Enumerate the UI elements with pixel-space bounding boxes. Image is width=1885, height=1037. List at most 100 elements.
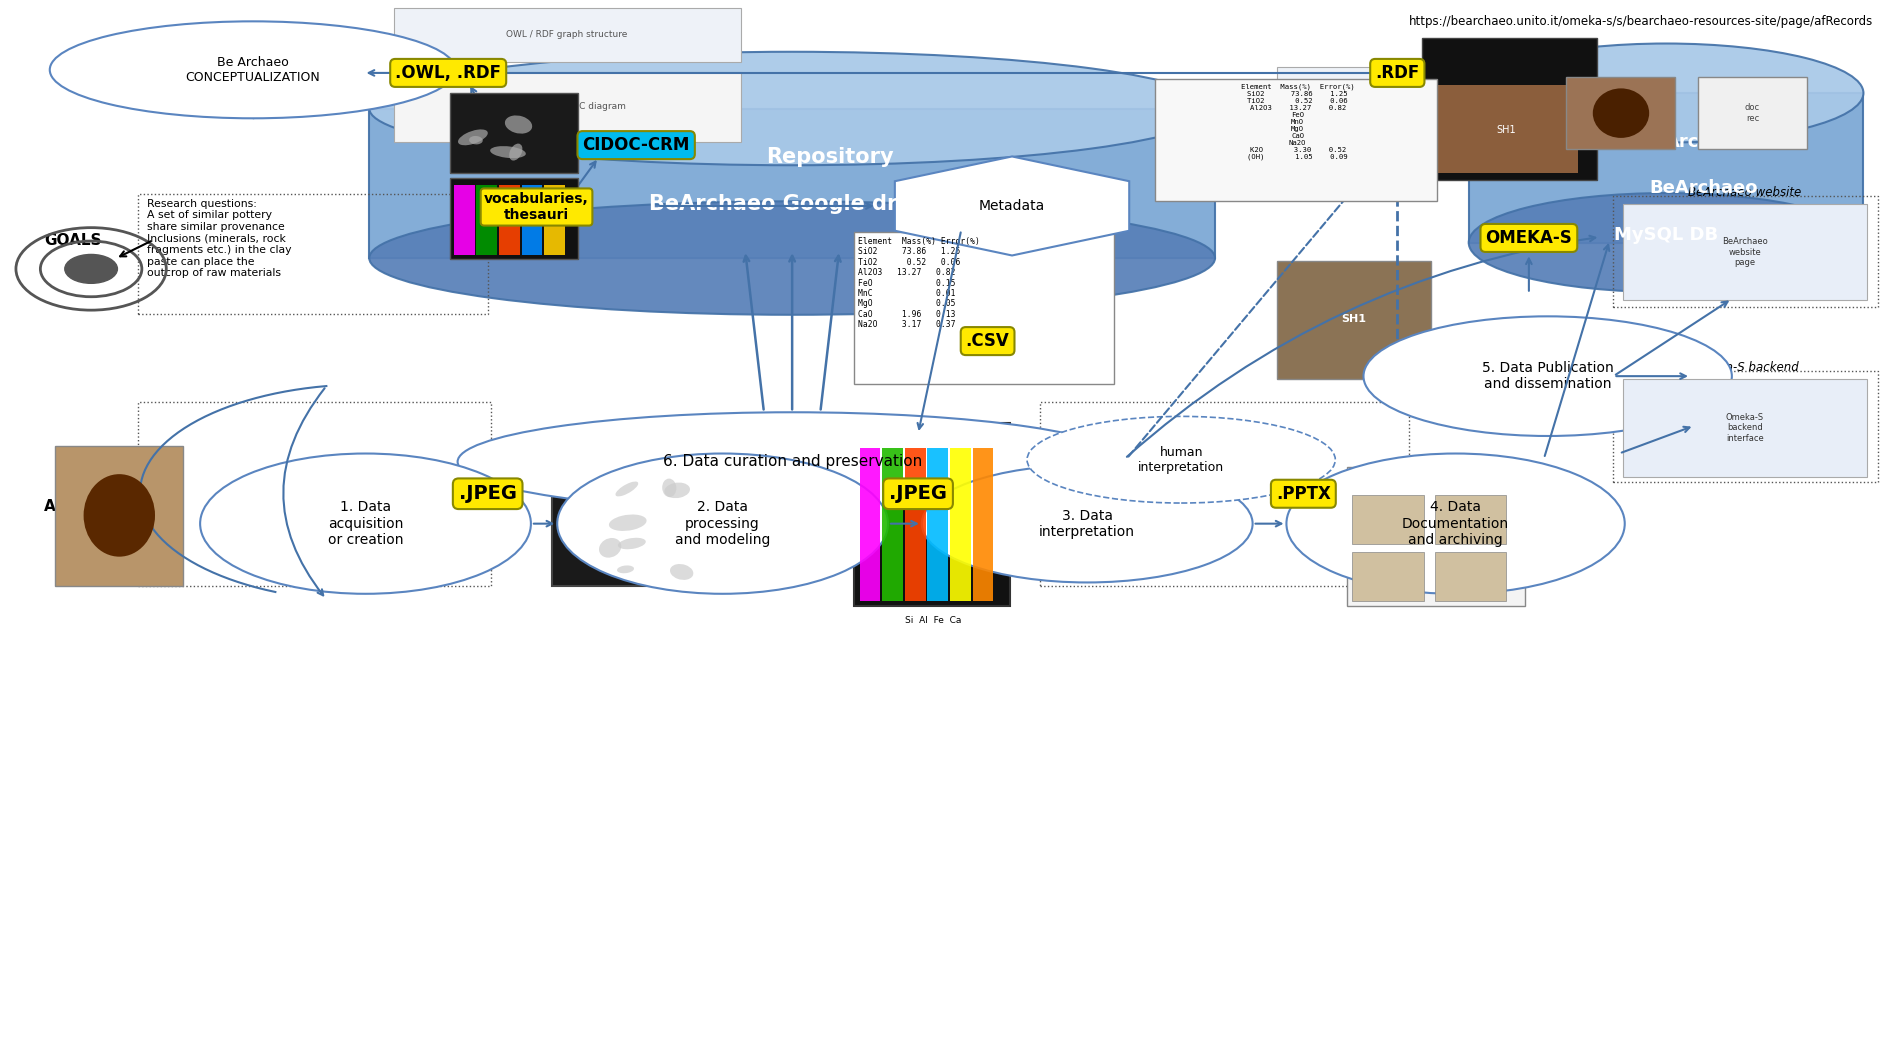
FancyBboxPatch shape: [1434, 495, 1506, 544]
Text: .PPTX: .PPTX: [1276, 484, 1331, 503]
FancyBboxPatch shape: [522, 186, 543, 255]
Text: Omeka-S backend: Omeka-S backend: [1691, 361, 1798, 374]
Ellipse shape: [616, 550, 635, 562]
Text: vocabularies,
thesauri: vocabularies, thesauri: [484, 192, 588, 222]
Ellipse shape: [49, 22, 456, 118]
FancyBboxPatch shape: [950, 448, 971, 601]
Text: .OWL, .RDF: .OWL, .RDF: [396, 64, 501, 82]
Ellipse shape: [631, 531, 669, 543]
Ellipse shape: [369, 52, 1216, 165]
FancyBboxPatch shape: [552, 446, 716, 586]
Text: SEM
(on cross section): SEM (on cross section): [345, 458, 456, 486]
FancyBboxPatch shape: [394, 8, 741, 61]
Text: GOALS: GOALS: [43, 232, 102, 248]
Ellipse shape: [501, 136, 530, 146]
Circle shape: [64, 254, 117, 283]
FancyBboxPatch shape: [905, 448, 926, 601]
Text: .CSV: .CSV: [965, 332, 1010, 351]
FancyBboxPatch shape: [882, 448, 903, 601]
Ellipse shape: [509, 151, 528, 162]
FancyBboxPatch shape: [500, 186, 520, 255]
FancyBboxPatch shape: [1468, 93, 1864, 243]
Text: .RDF: .RDF: [1376, 64, 1419, 82]
FancyBboxPatch shape: [854, 422, 1010, 607]
Text: Element  Mass(%) Error(%)
SiO2     73.86   1.25
TiO2      0.52   0.06
Al2O3   13: Element Mass(%) Error(%) SiO2 73.86 1.25…: [858, 236, 980, 329]
Text: 4. Data
Documentation
and archiving: 4. Data Documentation and archiving: [1402, 501, 1510, 546]
Text: BeArchaeo: BeArchaeo: [1649, 179, 1759, 197]
Ellipse shape: [641, 494, 680, 501]
FancyBboxPatch shape: [1276, 260, 1431, 380]
Text: 2. Data
processing
and modeling: 2. Data processing and modeling: [675, 501, 771, 546]
Text: AF SH 1: AF SH 1: [43, 499, 111, 513]
Ellipse shape: [473, 116, 509, 124]
FancyBboxPatch shape: [477, 186, 498, 255]
Text: BeArchaeo Google drive folder: BeArchaeo Google drive folder: [648, 194, 1010, 214]
Text: Element  Mass(%)  Error(%)
SiO2      73.86    1.25
TiO2       0.52    0.06
Al2O3: Element Mass(%) Error(%) SiO2 73.86 1.25…: [1240, 83, 1355, 161]
Text: 3. Data
interpretation: 3. Data interpretation: [1039, 508, 1135, 539]
Ellipse shape: [671, 467, 694, 481]
FancyBboxPatch shape: [1346, 467, 1525, 607]
Ellipse shape: [83, 474, 155, 557]
Ellipse shape: [1286, 453, 1625, 594]
FancyBboxPatch shape: [369, 109, 1216, 258]
Text: Repository: Repository: [765, 147, 893, 168]
Ellipse shape: [1027, 417, 1335, 503]
FancyBboxPatch shape: [451, 178, 579, 258]
Ellipse shape: [530, 151, 552, 166]
FancyBboxPatch shape: [1698, 77, 1808, 149]
Text: 5. Data Publication
and dissemination: 5. Data Publication and dissemination: [1482, 361, 1614, 391]
Ellipse shape: [613, 565, 641, 578]
Text: human
interpretation: human interpretation: [1139, 446, 1223, 474]
Ellipse shape: [1468, 193, 1864, 292]
Text: CIDOC-CRM: CIDOC-CRM: [582, 136, 690, 155]
Text: https://bearchaeo.unito.it/omeka-s/s/bearchaeo-resources-site/page/afRecords: https://bearchaeo.unito.it/omeka-s/s/bea…: [1408, 16, 1874, 28]
Text: MySQL DB: MySQL DB: [1614, 226, 1717, 244]
FancyBboxPatch shape: [454, 186, 475, 255]
FancyBboxPatch shape: [1436, 85, 1578, 173]
FancyBboxPatch shape: [1352, 495, 1423, 544]
Text: ontology / CIDOC diagram: ontology / CIDOC diagram: [507, 103, 626, 111]
FancyBboxPatch shape: [1276, 66, 1536, 137]
Text: OWL / RDF graph structure: OWL / RDF graph structure: [505, 30, 628, 39]
FancyBboxPatch shape: [1566, 77, 1676, 149]
Text: .JPEG: .JPEG: [458, 484, 516, 503]
Text: doc
rec: doc rec: [1746, 104, 1761, 122]
FancyBboxPatch shape: [1623, 204, 1868, 300]
Text: 6. Data curation and preservation: 6. Data curation and preservation: [662, 454, 922, 470]
Text: Be Archaeo
CONCEPTUALIZATION: Be Archaeo CONCEPTUALIZATION: [185, 56, 320, 84]
Text: Si  Al  Fe  Ca: Si Al Fe Ca: [905, 616, 961, 625]
FancyBboxPatch shape: [1434, 552, 1506, 601]
FancyBboxPatch shape: [55, 446, 183, 586]
Text: SEM-EDS for
elemental
maps and
composition: SEM-EDS for elemental maps and compositi…: [679, 438, 756, 496]
FancyBboxPatch shape: [854, 231, 1114, 385]
Text: .JPEG: .JPEG: [890, 484, 946, 503]
FancyBboxPatch shape: [394, 72, 741, 142]
FancyBboxPatch shape: [451, 92, 579, 173]
FancyBboxPatch shape: [1421, 37, 1597, 180]
Text: BeArchaeo website: BeArchaeo website: [1689, 186, 1802, 199]
Ellipse shape: [1468, 44, 1864, 142]
Text: OMEKA-S: OMEKA-S: [1485, 229, 1572, 247]
Ellipse shape: [505, 159, 526, 167]
Text: Archive: Archive: [1666, 133, 1742, 151]
FancyBboxPatch shape: [973, 448, 993, 601]
Text: RDF triples data: RDF triples data: [1370, 97, 1444, 107]
Text: BeArchaeo
website
page: BeArchaeo website page: [1723, 237, 1768, 268]
Text: Research questions:
A set of similar pottery
share similar provenance
Inclusions: Research questions: A set of similar pot…: [147, 199, 292, 278]
Ellipse shape: [1593, 88, 1649, 138]
Text: SH1: SH1: [1497, 124, 1516, 135]
Text: Omeka-S
backend
interface: Omeka-S backend interface: [1727, 413, 1764, 443]
Text: SH1: SH1: [1342, 314, 1367, 325]
FancyBboxPatch shape: [1156, 79, 1436, 201]
Ellipse shape: [1363, 316, 1732, 436]
FancyBboxPatch shape: [1623, 380, 1868, 477]
Text: Metadata: Metadata: [978, 199, 1044, 213]
Text: 1. Data
acquisition
or creation: 1. Data acquisition or creation: [328, 501, 403, 546]
Ellipse shape: [558, 453, 888, 594]
Ellipse shape: [369, 201, 1216, 315]
Polygon shape: [895, 157, 1129, 255]
FancyBboxPatch shape: [927, 448, 948, 601]
Ellipse shape: [633, 533, 656, 552]
FancyBboxPatch shape: [1352, 552, 1423, 601]
Ellipse shape: [922, 465, 1254, 583]
